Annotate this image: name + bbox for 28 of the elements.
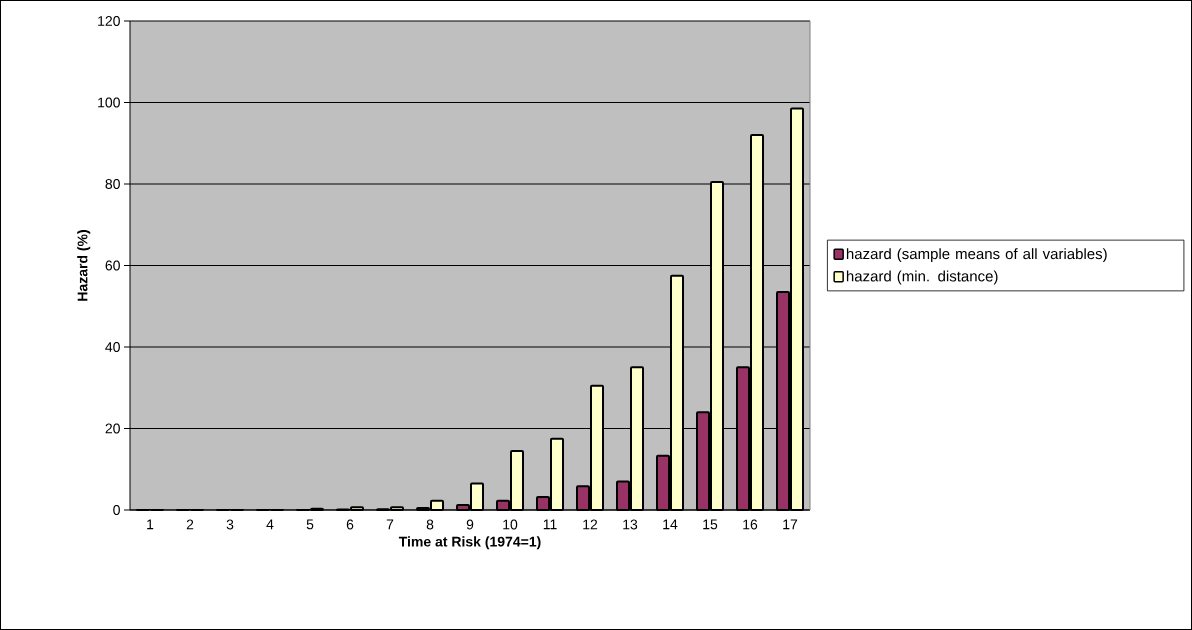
x-tick-label: 16 [743, 519, 758, 530]
x-tick-label: 2 [186, 519, 194, 530]
legend-label: hazard (sample means of all variables) [846, 248, 1107, 263]
x-tick-label: 4 [266, 519, 274, 530]
x-tick-label: 17 [783, 519, 798, 530]
x-tick-label: 9 [466, 519, 474, 530]
x-tick-label: 14 [663, 519, 678, 530]
y-tick-label: 0 [113, 505, 120, 515]
x-tick-label: 13 [623, 519, 638, 530]
y-tick-label: 80 [105, 179, 120, 189]
x-tick-label: 5 [306, 519, 314, 530]
y-axis-title: Hazard (%) [77, 230, 91, 301]
y-tick-label: 40 [105, 342, 120, 352]
y-tick-label: 120 [98, 16, 120, 26]
x-tick-label: 15 [703, 519, 718, 530]
y-tick-label: 100 [98, 97, 120, 108]
x-tick-label: 12 [583, 519, 598, 530]
x-axis-title: Time at Risk (1974=1) [398, 536, 541, 550]
x-tick-label: 10 [503, 519, 518, 530]
x-tick-label: 11 [543, 519, 557, 530]
x-tick-label: 1 [147, 519, 154, 530]
x-tick-label: 8 [426, 519, 434, 530]
y-tick-label: 60 [105, 260, 120, 271]
y-tick-label: 20 [105, 423, 120, 434]
x-tick-label: 6 [346, 519, 354, 530]
x-tick-label: 7 [386, 519, 394, 530]
legend-label: hazard (min. distance) [846, 270, 998, 285]
x-tick-label: 3 [226, 519, 234, 530]
